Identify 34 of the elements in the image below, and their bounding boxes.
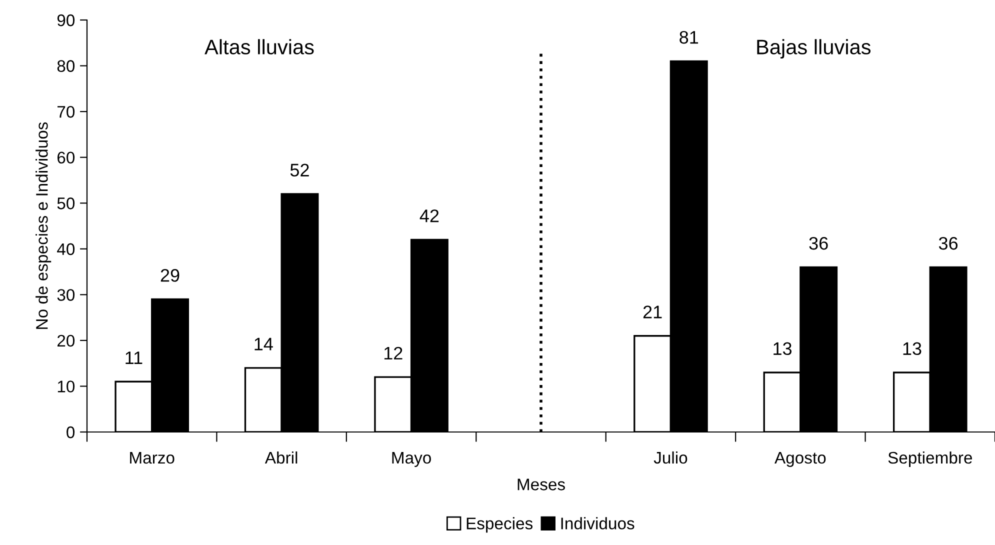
x-tick-label: Abril — [264, 451, 298, 464]
legend-label: Individuos — [561, 517, 634, 530]
data-label: 13 — [903, 342, 922, 356]
x-tick-label: Septiembre — [888, 451, 972, 467]
data-label: 29 — [160, 269, 180, 282]
annotation: Altas lluvias — [204, 39, 314, 54]
y-tick-label: 80 — [57, 60, 75, 72]
data-label: 11 — [126, 352, 142, 364]
data-label: 36 — [938, 236, 958, 250]
data-label: 13 — [774, 342, 792, 356]
y-tick-label: 60 — [58, 152, 75, 164]
data-label: 21 — [643, 306, 662, 318]
data-label: 42 — [420, 209, 439, 222]
y-tick-label: 20 — [57, 334, 75, 347]
x-tick-label: Julio — [654, 451, 688, 464]
x-axis-title: Meses — [518, 478, 565, 490]
x-tick-label: Agosto — [774, 452, 826, 467]
y-tick-label: 50 — [57, 198, 75, 210]
data-label: 36 — [809, 236, 828, 250]
data-label: 81 — [680, 30, 698, 44]
y-tick-label: 70 — [58, 106, 75, 118]
y-tick-label: 10 — [58, 380, 75, 392]
legend-label: Especies — [466, 517, 533, 533]
data-label: 14 — [254, 338, 273, 350]
annotation: Bajas lluvias — [757, 39, 871, 59]
y-tick-label: 90 — [57, 14, 75, 26]
x-tick-label: Mayo — [392, 452, 431, 467]
y-axis-title: No de especies e Individuos — [36, 122, 52, 329]
y-tick-label: 40 — [57, 243, 75, 256]
data-label: 52 — [290, 164, 309, 176]
y-tick-label: 0 — [66, 426, 75, 438]
x-tick-label: Marzo — [130, 452, 174, 464]
data-label: 12 — [384, 346, 402, 360]
y-tick-label: 30 — [57, 289, 75, 301]
